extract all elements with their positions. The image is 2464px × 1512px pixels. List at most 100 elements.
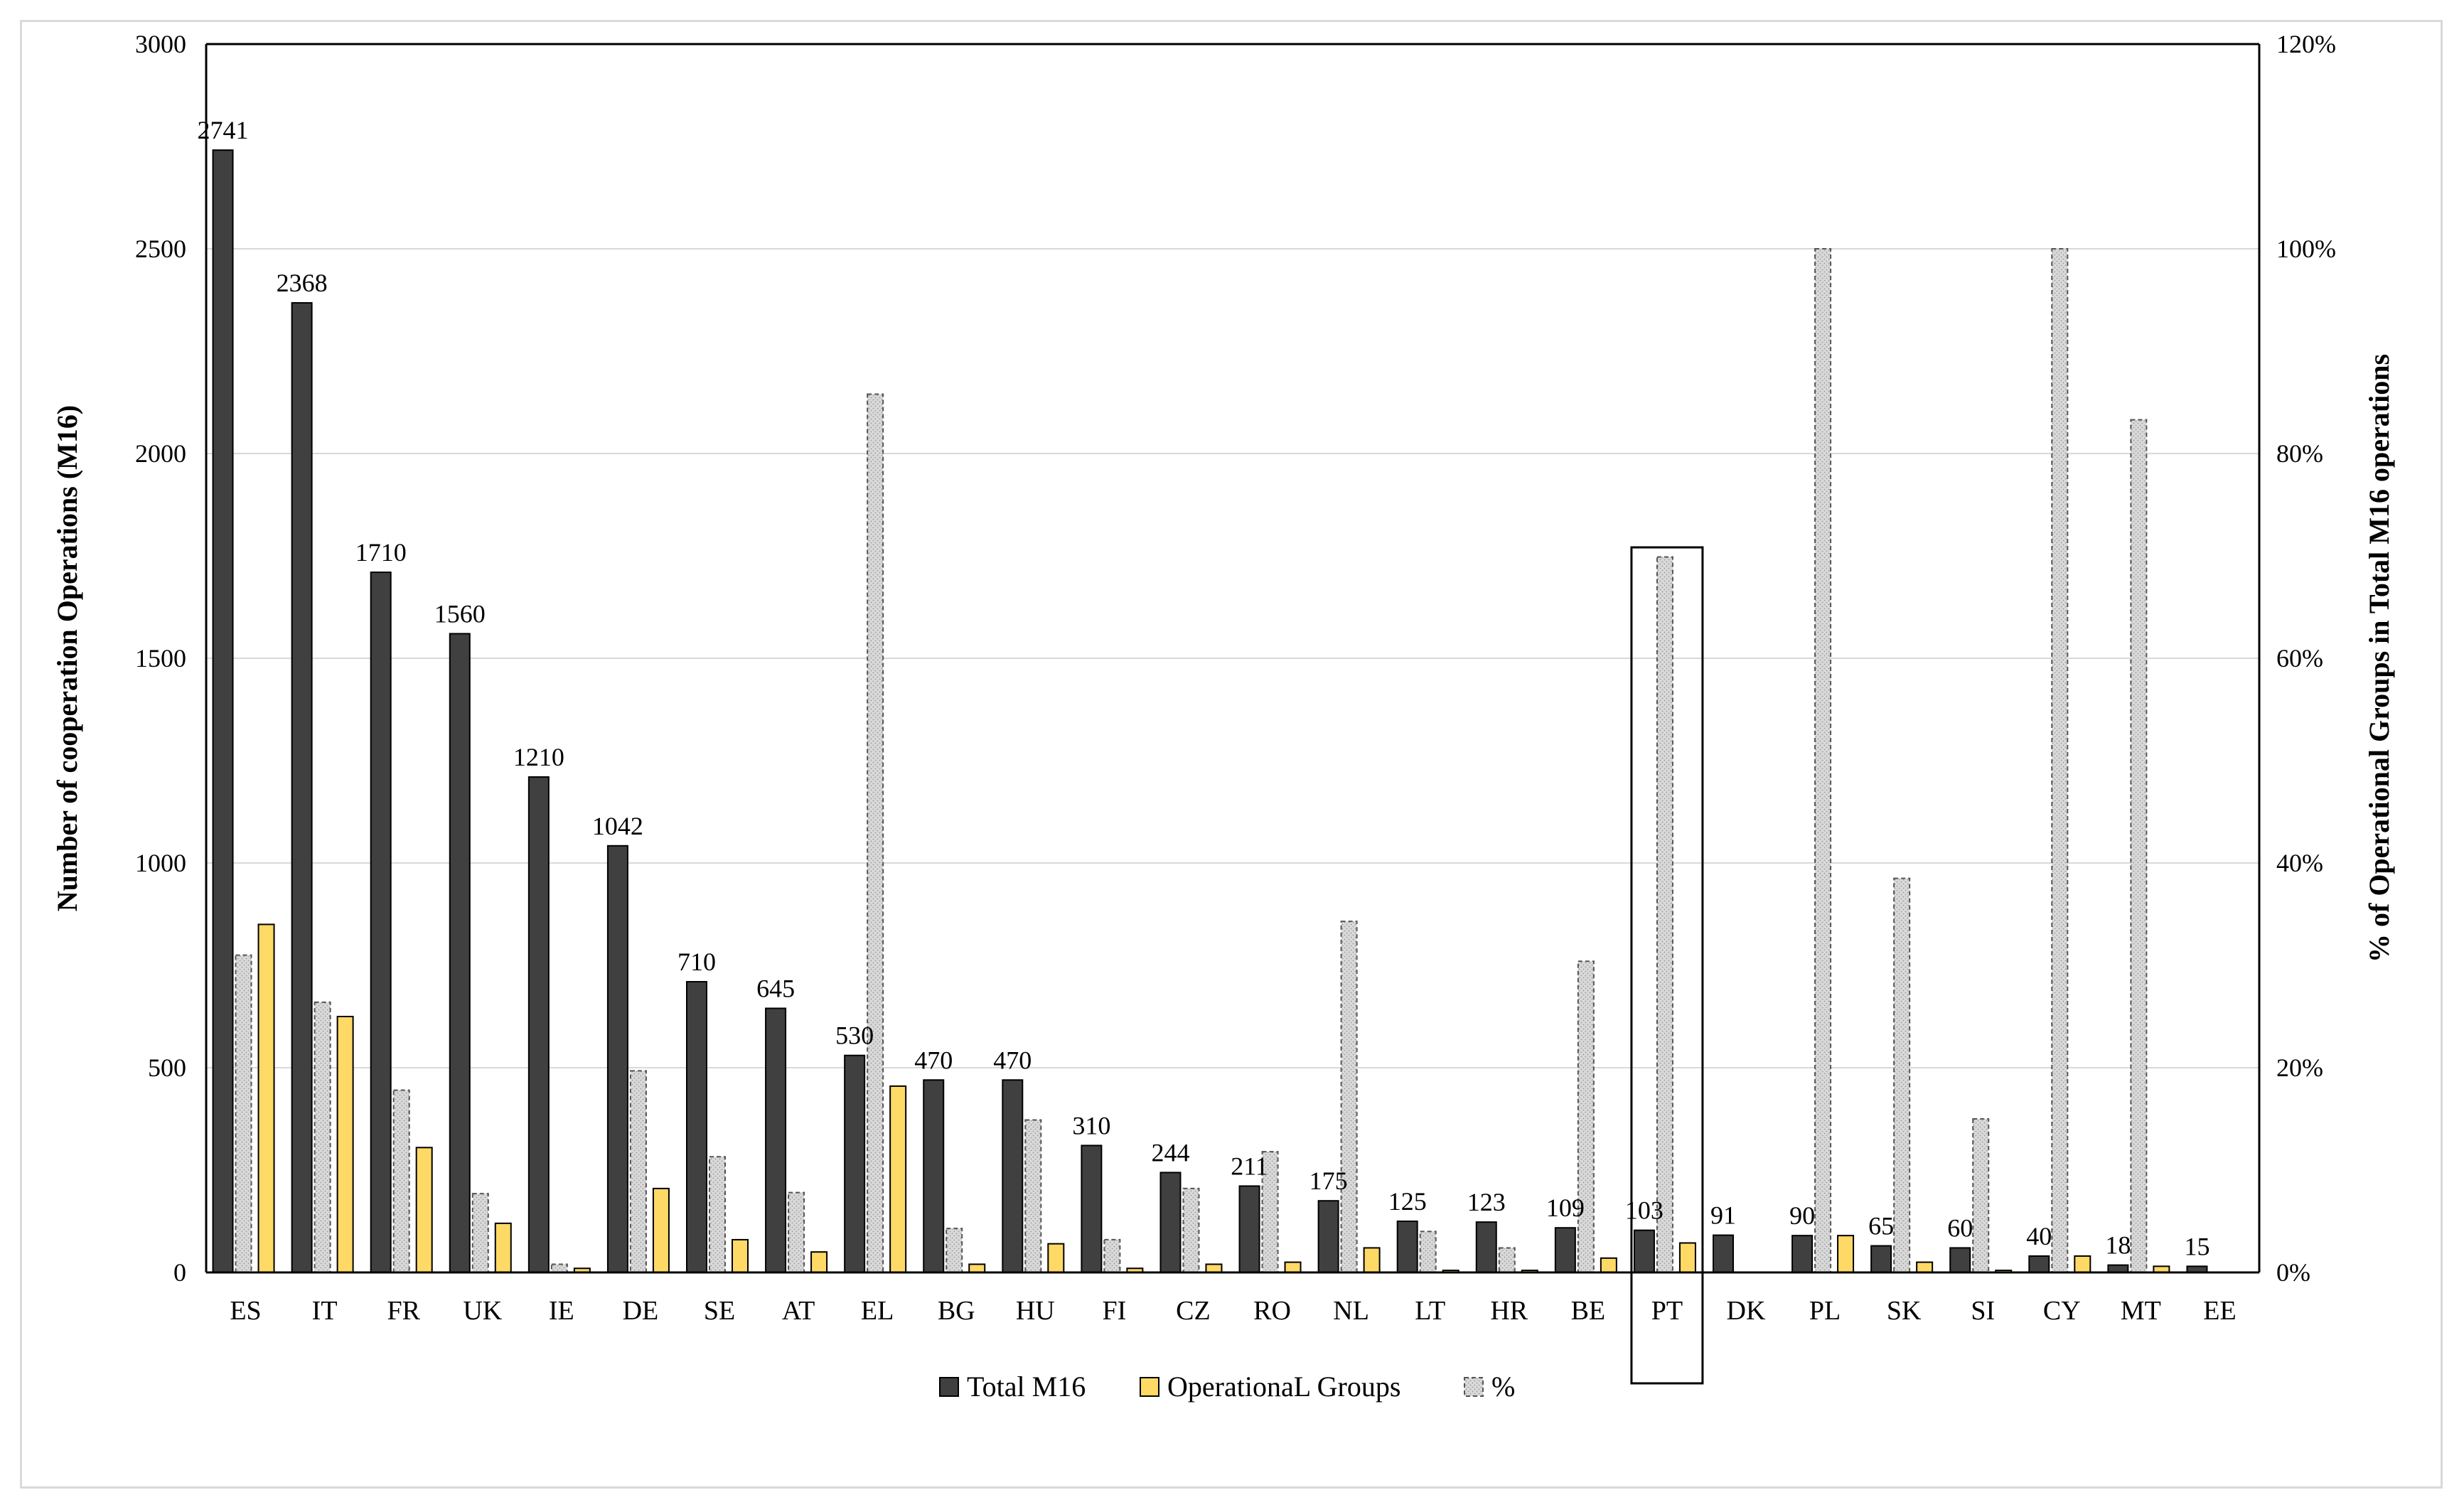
x-tick-label: DE [623,1296,659,1326]
x-tick-label: UK [463,1296,502,1326]
bar-percent [1814,248,1832,1273]
x-tick-label: LT [1415,1296,1445,1326]
legend-swatch-operational-groups [1140,1377,1159,1397]
bar-total-m16 [1317,1200,1339,1273]
bar-percent [2130,419,2148,1273]
data-label-total: 2741 [198,116,249,144]
bar-operational-groups [968,1263,986,1273]
bar-total-m16 [686,981,707,1274]
data-label-total: 1710 [355,538,407,567]
data-label-total: 123 [1467,1188,1506,1216]
bar-percent [1893,877,1911,1273]
y-axis-title: Number of cooperation Operations (M16) [51,405,83,912]
bar-total-m16 [606,845,628,1273]
bar-percent [1340,921,1358,1273]
bar-percent [550,1263,568,1273]
highlight-box [1630,546,1704,1385]
data-label-total: 125 [1388,1187,1427,1216]
y2-tick-label: 80% [2276,439,2323,468]
bar-total-m16 [212,149,234,1274]
x-tick-label: DK [1727,1296,1766,1326]
y-tick-label: 1000 [135,849,186,877]
bar-total-m16 [1081,1144,1103,1273]
bar-operational-groups [810,1251,828,1273]
bar-total-m16 [1554,1227,1576,1273]
bar-total-m16 [1713,1234,1734,1273]
data-label-total: 470 [993,1046,1032,1074]
y-tick-label: 2000 [135,439,186,468]
legend-swatch-percent [1464,1377,1484,1397]
bar-percent [946,1228,963,1273]
data-label-total: 60 [1947,1213,1973,1242]
x-tick-label: FR [387,1296,420,1326]
data-label-total: 103 [1625,1196,1664,1225]
x-tick-label: IE [549,1296,574,1326]
bar-percent [392,1089,410,1274]
x-tick-label: AT [782,1296,815,1326]
bar-operational-groups [415,1147,433,1273]
y2-tick-label: 0% [2276,1258,2310,1287]
bar-total-m16 [2107,1264,2129,1273]
y-tick-label: 1500 [135,644,186,672]
bar-percent [1103,1238,1121,1274]
data-label-total: 710 [677,948,716,976]
data-label-total: 15 [2184,1232,2209,1260]
data-label-total: 470 [914,1046,953,1074]
bar-operational-groups [1600,1257,1617,1273]
y2-axis-title: % of Operational Groups in Total M16 ope… [2363,354,2395,963]
bar-total-m16 [1949,1247,1971,1273]
bar-percent [1577,960,1595,1273]
y2-tick-label: 120% [2276,30,2336,58]
bar-percent [1419,1230,1437,1274]
bar-operational-groups [1284,1261,1302,1273]
data-label-total: 1560 [434,599,486,628]
y2-tick-label: 40% [2276,849,2323,877]
x-tick-label: IT [312,1296,338,1326]
x-tick-label: EL [861,1296,894,1326]
bar-total-m16 [449,633,471,1273]
x-tick-label: SE [704,1296,735,1326]
bar-percent [1656,556,1673,1273]
bar-operational-groups [2074,1255,2091,1273]
bar-percent [709,1156,726,1274]
bar-total-m16 [1159,1171,1182,1274]
data-label-total: 109 [1546,1194,1585,1222]
bar-total-m16 [1791,1235,1814,1274]
bar-percent [1972,1118,1990,1273]
data-label-total: 175 [1309,1167,1348,1195]
x-tick-label: CZ [1176,1296,1211,1326]
data-label-total: 2368 [277,269,328,297]
data-label-total: 65 [1868,1212,1894,1240]
bars [212,149,2208,1274]
bar-percent [235,954,252,1273]
bar-operational-groups [732,1238,749,1274]
bar-percent [314,1001,331,1273]
legend-swatch-total-m16 [939,1377,959,1397]
y-tick-label: 0 [173,1258,186,1287]
bar-total-m16 [765,1007,787,1273]
bar-percent [471,1193,489,1273]
y2-tick-label: 60% [2276,644,2323,672]
bar-percent [1498,1247,1516,1273]
data-label-total: 90 [1789,1201,1815,1230]
bar-percent [629,1070,647,1273]
y2-tick-label: 20% [2276,1053,2323,1082]
x-tick-label: SI [1971,1296,1995,1326]
bar-operational-groups [652,1187,670,1274]
x-tick-label: PL [1809,1296,1841,1326]
x-tick-label: RO [1253,1296,1291,1326]
x-tick-label: MT [2121,1296,2161,1326]
bar-operational-groups [257,923,275,1274]
y-tick-label: 2500 [135,235,186,263]
legend: Total M16 OperationaL Groups% [939,1371,1515,1403]
bar-operational-groups [1363,1247,1381,1273]
bar-operational-groups [494,1222,512,1274]
y2-tick-label: 100% [2276,235,2336,263]
data-label-total: 18 [2105,1231,2131,1260]
legend-label-total-m16: Total M16 [967,1371,1086,1403]
data-label-total: 530 [835,1022,874,1050]
bar-total-m16 [1870,1245,1892,1274]
x-tick-label: EE [2203,1296,2236,1326]
